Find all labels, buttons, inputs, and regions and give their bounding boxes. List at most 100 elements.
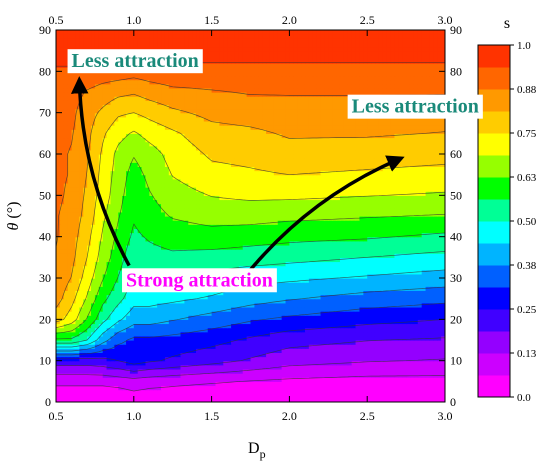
- contour-cell: [343, 294, 349, 300]
- contour-cell: [203, 340, 209, 345]
- contour-cell: [141, 327, 147, 333]
- contour-cell: [386, 269, 392, 275]
- contour-cell: [258, 244, 263, 250]
- contour-cell: [188, 232, 193, 238]
- contour-cell: [149, 220, 154, 225]
- contour-cell: [409, 253, 415, 258]
- contour-cell: [242, 377, 248, 382]
- contour-cell: [382, 195, 388, 201]
- contour-cell: [386, 294, 392, 300]
- contour-cell: [285, 319, 290, 325]
- contour-cell: [297, 356, 302, 362]
- contour-cell: [87, 356, 92, 362]
- contour-cell: [277, 273, 283, 279]
- contour-cell: [149, 344, 154, 349]
- contour-cell: [351, 195, 357, 201]
- contour-cell: [238, 195, 244, 201]
- contour-cell: [71, 195, 77, 201]
- contour-cell: [203, 228, 209, 234]
- contour-cell: [258, 377, 263, 382]
- contour-cell: [164, 203, 170, 209]
- contour-cell: [343, 340, 349, 345]
- contour-cell: [242, 240, 248, 246]
- contour-cell: [378, 273, 384, 279]
- contour-cell: [219, 315, 224, 320]
- contour-cell: [343, 335, 349, 341]
- contour-cell: [394, 199, 399, 205]
- contour-cell: [188, 228, 193, 234]
- contour-cell: [359, 282, 364, 287]
- contour-cell: [91, 327, 96, 333]
- contour-cell: [231, 302, 236, 308]
- contour-cell: [316, 228, 322, 234]
- contour-cell: [172, 203, 178, 209]
- contour-cell: [374, 216, 380, 221]
- contour-cell: [227, 207, 232, 213]
- contour-cell: [71, 216, 77, 221]
- contour-cell: [394, 323, 399, 329]
- contour-cell: [79, 340, 84, 345]
- contour-cell: [316, 340, 322, 345]
- contour-cell: [339, 240, 345, 246]
- contour-cell: [199, 348, 205, 353]
- contour-cell: [199, 311, 205, 316]
- contour-cell: [433, 286, 438, 291]
- contour-cell: [347, 257, 353, 263]
- contour-cell: [433, 211, 438, 217]
- contour-cell: [266, 224, 271, 229]
- contour-cell: [192, 232, 197, 238]
- contour-cell: [242, 364, 248, 370]
- contour-cell: [277, 373, 283, 378]
- contour-cell: [347, 377, 353, 382]
- contour-cell: [149, 195, 154, 201]
- contour-cell: [153, 335, 158, 341]
- contour-cell: [176, 228, 182, 234]
- contour-cell: [157, 240, 162, 246]
- contour-cell: [207, 232, 213, 238]
- contour-cell: [421, 360, 427, 366]
- contour-cell: [118, 335, 123, 341]
- contour-cell: [192, 389, 197, 395]
- contour-cell: [328, 306, 333, 312]
- contour-cell: [374, 265, 380, 271]
- contour-cell: [351, 224, 357, 229]
- contour-cell: [281, 373, 287, 378]
- contour-cell: [75, 302, 80, 308]
- contour-cell: [378, 203, 384, 209]
- contour-cell: [234, 315, 240, 320]
- contour-cell: [219, 393, 224, 399]
- contour-cell: [199, 389, 205, 395]
- contour-cell: [199, 373, 205, 378]
- contour-cell: [242, 327, 248, 333]
- contour-cell: [110, 298, 115, 304]
- contour-cell: [336, 294, 341, 300]
- contour-cell: [87, 319, 92, 325]
- contour-cell: [59, 269, 65, 275]
- contour-cell: [153, 195, 158, 201]
- contour-cell: [79, 360, 84, 366]
- contour-cell: [433, 257, 438, 263]
- contour-cell: [437, 273, 442, 279]
- contour-cell: [324, 344, 329, 349]
- contour-cell: [441, 319, 445, 325]
- contour-cell: [153, 261, 158, 267]
- contour-cell: [285, 253, 290, 258]
- contour-cell: [406, 224, 411, 229]
- contour-cell: [386, 278, 392, 283]
- contour-cell: [433, 385, 438, 391]
- contour-cell: [215, 290, 220, 296]
- contour-cell: [59, 249, 65, 254]
- contour-cell: [59, 286, 65, 291]
- contour-cell: [67, 224, 73, 229]
- contour-cell: [215, 195, 220, 201]
- contour-cell: [382, 335, 388, 341]
- contour-cell: [328, 377, 333, 382]
- contour-cell: [386, 224, 392, 229]
- contour-cell: [269, 265, 275, 271]
- contour-cell: [254, 340, 259, 345]
- contour-cell: [339, 290, 345, 296]
- contour-cell: [231, 294, 236, 300]
- contour-cell: [336, 344, 341, 349]
- contour-cell: [157, 331, 162, 337]
- contour-cell: [304, 381, 310, 387]
